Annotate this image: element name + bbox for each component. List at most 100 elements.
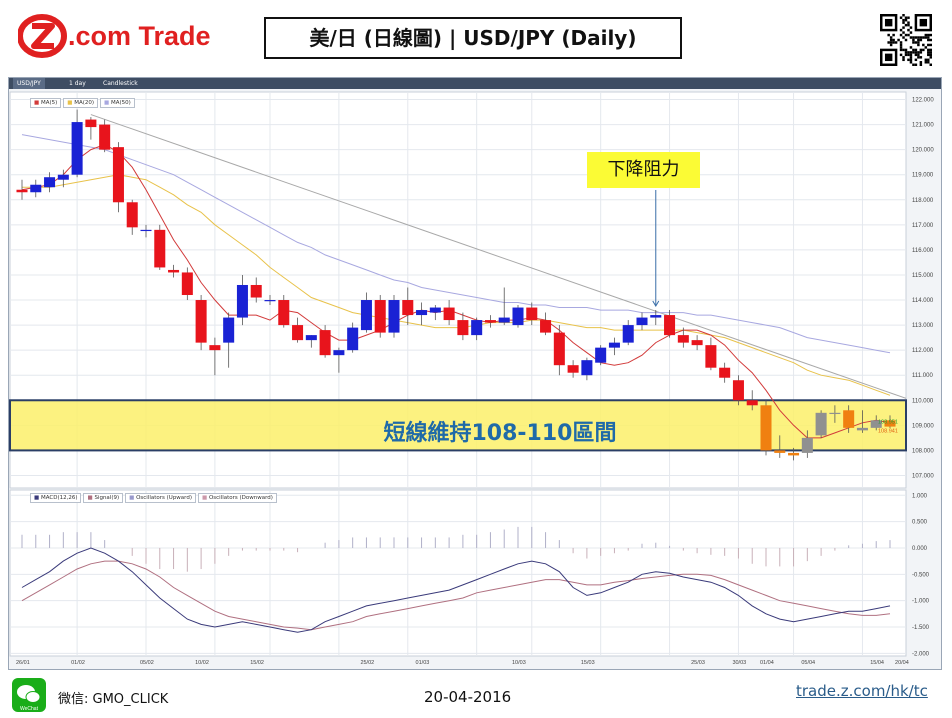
candle-body (223, 317, 235, 343)
tab-symbol[interactable]: USD/JPY (13, 78, 45, 89)
qr-module (927, 58, 930, 62)
date-tick-label: 05/02 (140, 660, 154, 666)
qr-module (912, 48, 915, 52)
candle-body (484, 320, 496, 323)
qr-module (904, 51, 908, 54)
legend-ma5[interactable]: ■ MA(5) (30, 98, 62, 108)
qr-module (929, 48, 932, 52)
qr-module (902, 21, 905, 24)
candle-body (85, 119, 97, 128)
svg-text:.com Trade: .com Trade (68, 21, 211, 51)
range-band (9, 399, 907, 452)
legend-ma50[interactable]: ■ MA(50) (100, 98, 135, 108)
qr-module (904, 33, 908, 37)
candle-body (181, 272, 193, 296)
candle-body (30, 184, 42, 193)
chart-toolbar: USD/JPY 1 day Candlestick (9, 78, 941, 89)
tab-chart-type[interactable]: Candlestick (103, 80, 138, 87)
signal-line (21, 560, 891, 631)
candle-body (402, 300, 414, 316)
qr-module (892, 41, 895, 44)
qr-module (899, 41, 903, 44)
qr-module (909, 58, 913, 62)
macd-tick-label: -0.500 (912, 572, 930, 578)
qr-module (924, 58, 928, 62)
resistance-arrowhead (652, 300, 660, 308)
price-tick-label: 119.000 (912, 173, 934, 179)
downtrend-line (90, 114, 907, 399)
last-ask-label: 108.951 (878, 420, 898, 426)
price-legend: ■ MA(5) ■ MA(20) ■ MA(50) (30, 98, 137, 108)
legend-ma20[interactable]: ■ MA(20) (63, 98, 99, 108)
candle-body (264, 300, 276, 302)
qr-module (917, 41, 920, 44)
price-tick-label: 120.000 (912, 148, 934, 154)
qr-module (927, 36, 930, 39)
qr-module (902, 26, 905, 29)
candle-body (154, 229, 166, 268)
site-link[interactable]: trade.z.com/hk/tc (796, 682, 928, 700)
qr-finder-core (884, 18, 893, 27)
candle-body (870, 420, 882, 428)
qr-module (902, 48, 905, 52)
qr-module (924, 61, 928, 64)
candle-body (126, 202, 138, 228)
macd-tick-label: -2.000 (912, 651, 930, 657)
qr-module (889, 41, 893, 44)
qr-module (899, 33, 903, 37)
qr-module (904, 23, 908, 27)
candle-body (429, 307, 441, 313)
qr-module (927, 61, 930, 64)
legend-osc-down[interactable]: ■ Oscillators (Downward) (197, 493, 277, 503)
candle-body (540, 320, 552, 333)
candle-body (677, 335, 689, 343)
candle-body (801, 437, 813, 453)
qr-module (917, 38, 920, 42)
qr-module (917, 51, 920, 54)
qr-module (909, 31, 913, 34)
candle-body (884, 420, 896, 427)
qr-module (927, 43, 930, 47)
date-tick-label: 26/01 (16, 660, 30, 666)
price-tick-label: 114.000 (912, 298, 934, 304)
qr-module (904, 48, 908, 52)
candle-body (443, 307, 455, 321)
report-date: 20-04-2016 (424, 688, 512, 706)
price-tick-label: 107.000 (912, 473, 934, 479)
qr-module (909, 51, 913, 54)
qr-module (912, 63, 915, 66)
qr-module (907, 16, 910, 19)
date-tick-label: 15/02 (250, 660, 264, 666)
candle-body (760, 405, 772, 451)
wechat-icon: WeChat (12, 678, 46, 712)
qr-module (927, 51, 930, 54)
candle-body (168, 269, 180, 273)
legend-osc-up[interactable]: ■ Oscillators (Upward) (125, 493, 196, 503)
candle-body (292, 325, 304, 341)
wechat-badge-label: WeChat (20, 706, 39, 712)
candle-body (705, 345, 717, 368)
candle-body (581, 360, 593, 376)
qr-module (899, 16, 903, 19)
macd-plot-area (9, 489, 907, 657)
candle-body (305, 335, 317, 341)
tab-timeframe[interactable]: 1 day (69, 80, 86, 87)
qr-module (907, 51, 910, 54)
date-tick-label: 25/03 (691, 660, 705, 666)
qr-module (912, 51, 915, 54)
price-tick-label: 111.000 (912, 373, 933, 379)
qr-module (899, 28, 903, 32)
legend-macd[interactable]: ■ MACD(12,26) (30, 493, 82, 503)
qr-module (899, 48, 903, 52)
date-tick-label: 10/02 (195, 660, 209, 666)
qr-module (919, 51, 923, 54)
legend-signal[interactable]: ■ Signal(9) (83, 493, 124, 503)
candle-body (319, 330, 331, 356)
qr-module (894, 41, 898, 44)
macd-legend: ■ MACD(12,26) ■ Signal(9) ■ Oscillators (U… (30, 493, 279, 503)
qr-module (899, 43, 903, 47)
qr-module (922, 43, 925, 47)
qr-module (924, 46, 928, 49)
qr-module (887, 33, 890, 37)
